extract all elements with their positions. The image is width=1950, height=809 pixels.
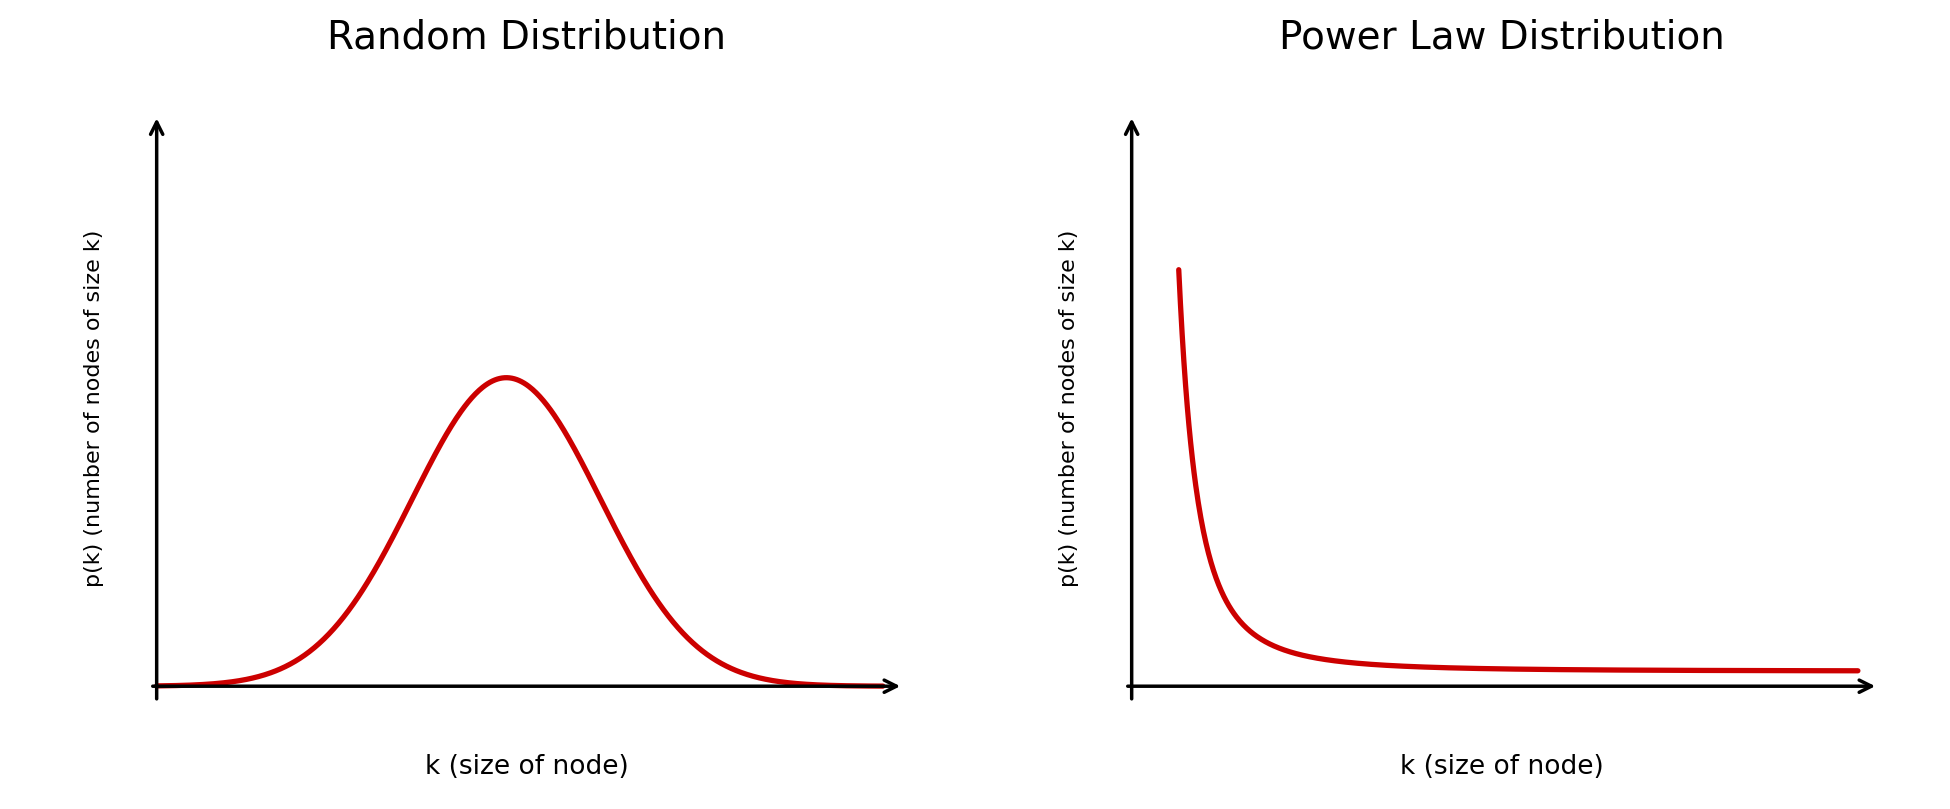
Text: Power Law Distribution: Power Law Distribution [1279, 19, 1724, 57]
Text: k (size of node): k (size of node) [425, 754, 628, 781]
Text: k (size of node): k (size of node) [1400, 754, 1603, 781]
Text: p(k) (number of nodes of size k): p(k) (number of nodes of size k) [1059, 230, 1078, 587]
Text: p(k) (number of nodes of size k): p(k) (number of nodes of size k) [84, 230, 103, 587]
Text: Random Distribution: Random Distribution [328, 19, 725, 57]
